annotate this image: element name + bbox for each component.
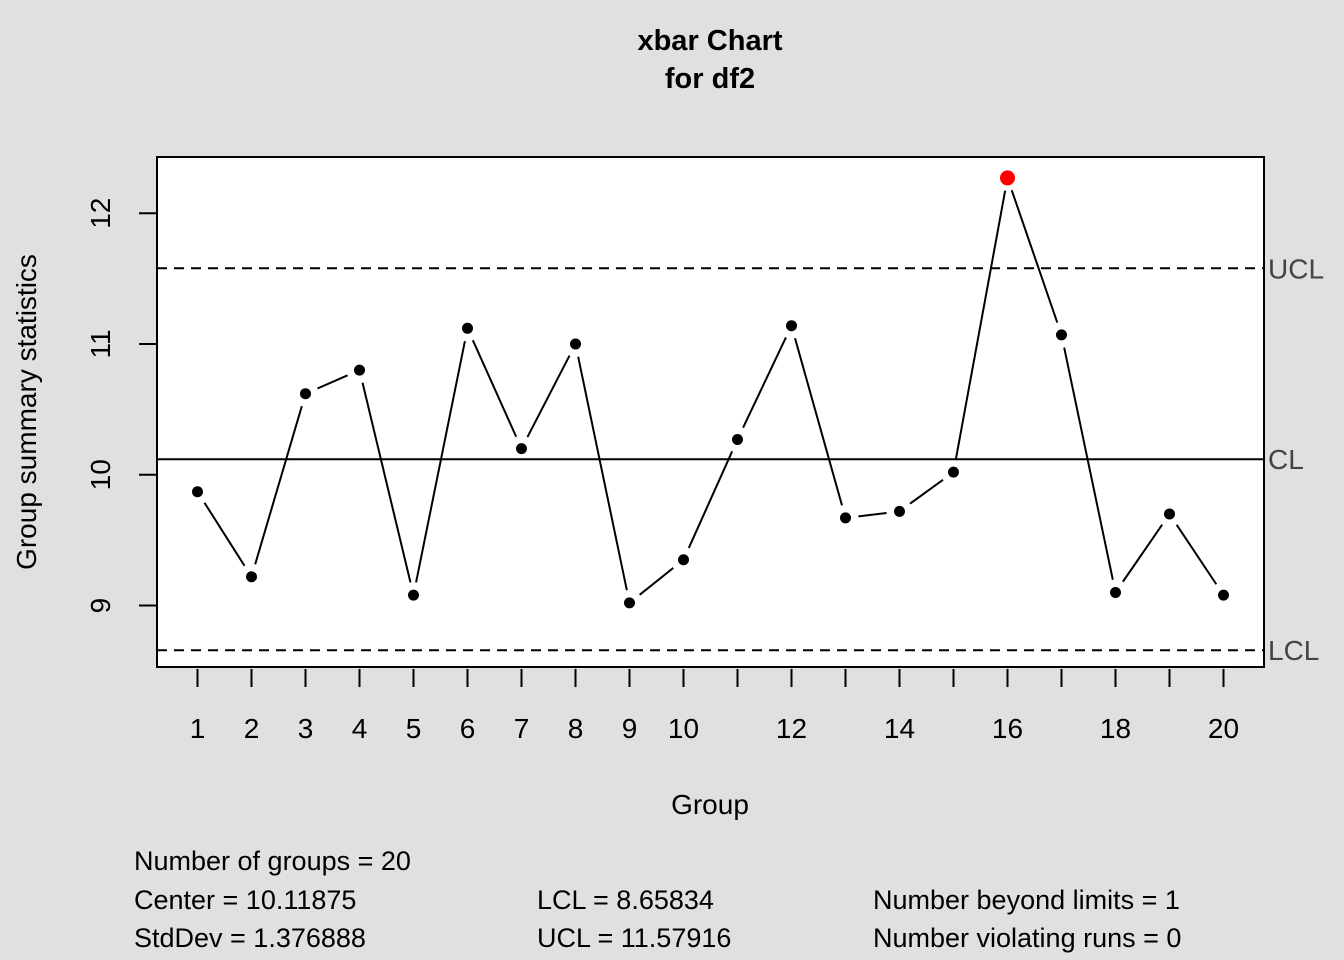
series-segment <box>1122 524 1163 583</box>
ucl-label: UCL <box>1268 253 1324 284</box>
data-point <box>354 364 365 376</box>
data-point <box>840 512 851 524</box>
data-point <box>192 486 203 498</box>
series-segment <box>909 478 944 505</box>
x-tick-label: 8 <box>568 713 584 744</box>
series-segment <box>471 339 518 438</box>
y-tick-label: 12 <box>85 198 116 229</box>
y-tick-label: 10 <box>85 459 116 490</box>
x-tick-label: 2 <box>244 713 260 744</box>
data-point-out-of-control <box>1000 170 1015 186</box>
stat-beyond-limits: Number beyond limits = 1 <box>873 885 1180 915</box>
stat-violating-runs: Number violating runs = 0 <box>873 923 1182 953</box>
data-point <box>570 338 581 350</box>
data-point <box>678 554 689 566</box>
x-tick-label: 20 <box>1208 713 1239 744</box>
x-tick-label: 4 <box>352 713 368 744</box>
series-segment <box>254 405 303 565</box>
y-tick-label: 9 <box>85 598 116 614</box>
x-tick-label: 10 <box>668 713 699 744</box>
series-segment <box>577 356 628 591</box>
data-point <box>462 322 473 334</box>
data-point <box>246 571 257 583</box>
series-segment <box>415 340 466 583</box>
data-point <box>732 433 743 445</box>
data-point <box>894 505 905 517</box>
series-segment <box>203 502 246 567</box>
stat-ucl: UCL = 11.57916 <box>537 923 732 953</box>
series-segment <box>639 567 674 596</box>
x-axis-label: Group <box>671 789 749 820</box>
x-tick-label: 5 <box>406 713 422 744</box>
chart-title-line2: for df2 <box>665 63 755 95</box>
y-tick-label: 11 <box>85 329 116 358</box>
series-segment <box>858 511 887 518</box>
series-segment <box>1010 189 1059 323</box>
x-tick-label: 18 <box>1100 713 1131 744</box>
x-tick-label: 14 <box>884 713 915 744</box>
series-segment <box>317 374 348 390</box>
data-point <box>624 597 635 609</box>
data-point <box>948 466 959 478</box>
data-point <box>786 320 797 332</box>
x-tick-label: 12 <box>776 713 807 744</box>
data-point <box>1056 329 1067 341</box>
x-tick-label: 16 <box>992 713 1023 744</box>
data-point <box>300 388 311 400</box>
data-point <box>408 589 419 601</box>
plot-area <box>156 156 1265 668</box>
data-point <box>1218 589 1229 601</box>
series-segment <box>687 450 734 549</box>
x-tick-label: 7 <box>514 713 530 744</box>
series-segment <box>742 337 787 429</box>
series-segment <box>1175 524 1218 585</box>
x-tick-label: 9 <box>622 713 638 744</box>
x-tick-label: 3 <box>298 713 314 744</box>
data-point <box>1164 508 1175 520</box>
stat-stddev: StdDev = 1.376888 <box>134 923 366 953</box>
lcl-label: LCL <box>1268 635 1319 666</box>
stat-center: Center = 10.11875 <box>134 885 357 915</box>
stat-number-of-groups: Number of groups = 20 <box>134 846 411 876</box>
series-segment <box>526 355 571 438</box>
y-axis-label: Group summary statistics <box>11 254 42 570</box>
data-point <box>1110 586 1121 598</box>
data-point <box>516 443 527 455</box>
series-segment <box>1063 347 1114 580</box>
cl-label: CL <box>1268 444 1304 475</box>
x-tick-label: 1 <box>190 713 206 744</box>
series-segment <box>361 382 412 583</box>
stat-lcl: LCL = 8.65834 <box>537 885 714 915</box>
series-segment <box>794 337 843 506</box>
series-segment <box>954 190 1007 460</box>
x-tick-label: 6 <box>460 713 476 744</box>
chart-title-line1: xbar Chart <box>637 25 782 57</box>
